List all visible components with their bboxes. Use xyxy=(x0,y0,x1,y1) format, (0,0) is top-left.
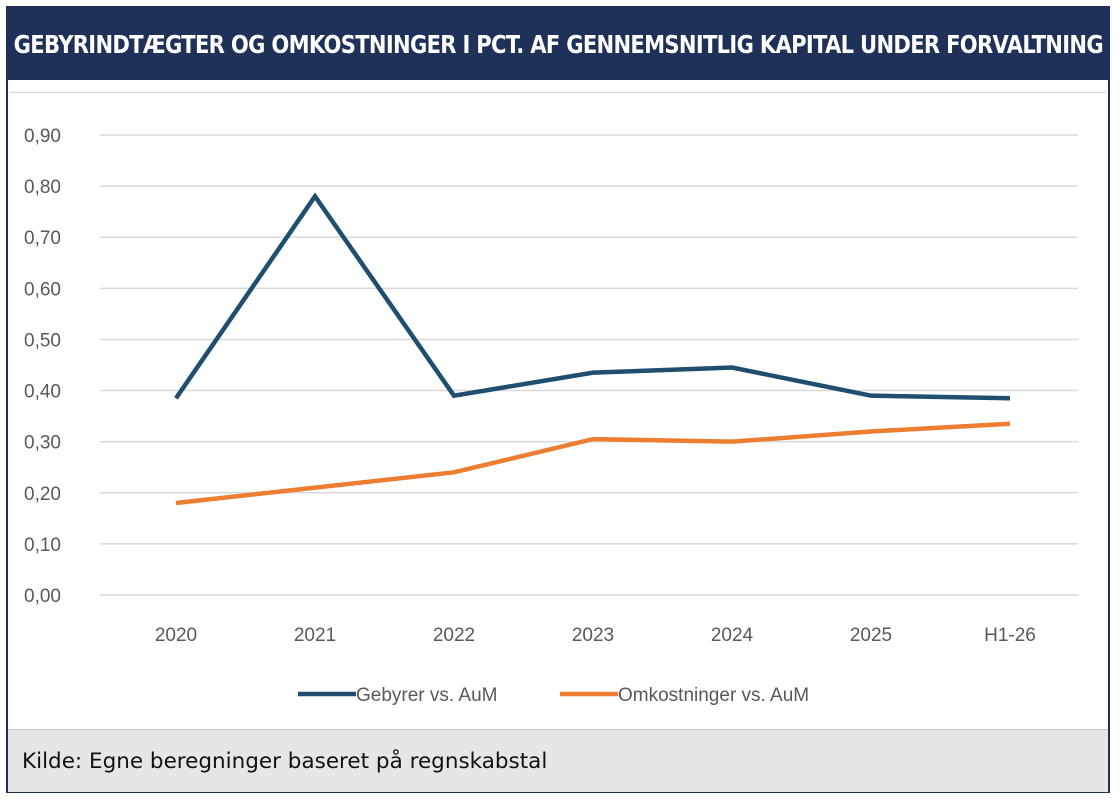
source-note: Kilde: Egne beregninger baseret på regns… xyxy=(8,729,1108,792)
chart-area: 0,00 0,10 0,20 0,30 0,40 0,50 0,60 0,70 0,80 0,90… xyxy=(10,92,1106,729)
y-tick-label: 0,40 xyxy=(24,382,61,403)
line-chart: 0,00 0,10 0,20 0,30 0,40 0,50 0,60 0,70 0,80 0,90… xyxy=(24,126,1078,706)
legend-omkostninger-label: Omkostninger vs. AuM xyxy=(618,685,809,706)
x-tick-label: 2023 xyxy=(572,625,614,646)
x-tick-label: 2025 xyxy=(850,625,892,646)
y-tick-label: 0,10 xyxy=(24,535,61,556)
x-tick-label: 2024 xyxy=(711,625,754,646)
y-tick-label: 0,00 xyxy=(24,586,61,607)
y-tick-label: 0,80 xyxy=(24,177,61,198)
y-tick-label: 0,60 xyxy=(24,279,61,300)
legend-gebyrer-label: Gebyrer vs. AuM xyxy=(356,685,498,706)
x-tick-label: 2022 xyxy=(433,625,475,646)
x-tick-label: 2021 xyxy=(294,625,336,646)
y-tick-label: 0,30 xyxy=(24,433,61,454)
y-tick-label: 0,70 xyxy=(24,228,61,249)
series-line-gebyrer xyxy=(174,192,1011,401)
series-line-omkostninger xyxy=(175,421,1011,506)
y-tick-label: 0,90 xyxy=(24,126,61,147)
chart-title: GEBYRINDTÆGTER OG OMKOSTNINGER I PCT. AF… xyxy=(8,8,1108,80)
chart-frame: GEBYRINDTÆGTER OG OMKOSTNINGER I PCT. AF… xyxy=(6,6,1110,793)
x-tick-label: 2020 xyxy=(155,625,197,646)
y-tick-label: 0,20 xyxy=(24,484,61,505)
x-tick-label: H1-26 xyxy=(984,625,1036,646)
source-text: Kilde: Egne beregninger baseret på regns… xyxy=(22,748,548,774)
y-tick-label: 0,50 xyxy=(24,330,61,351)
